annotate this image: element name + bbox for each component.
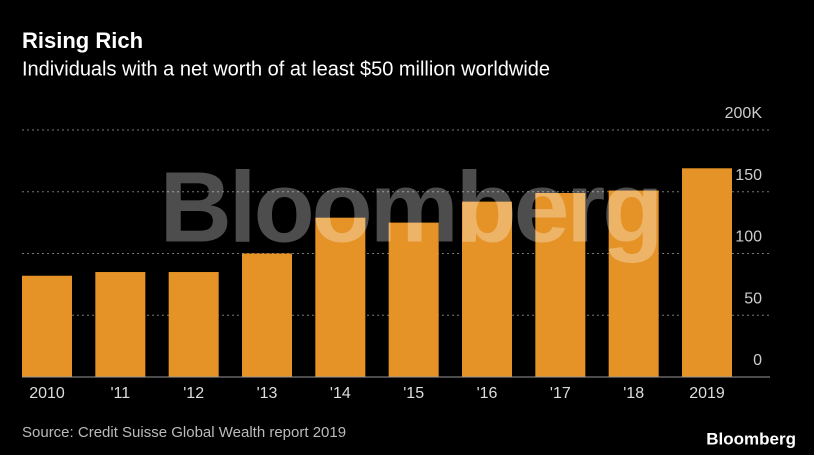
bar xyxy=(95,272,146,377)
y-tick-label: 100 xyxy=(735,229,762,246)
x-tick-label: '11 xyxy=(110,385,130,402)
bar xyxy=(608,190,659,377)
y-tick-label: 150 xyxy=(735,167,762,184)
watermark: Bloomberg xyxy=(160,151,661,263)
bar xyxy=(682,168,732,377)
bar xyxy=(242,253,292,377)
x-tick-label: '15 xyxy=(403,385,424,402)
x-tick-label: '18 xyxy=(623,385,644,402)
x-tick-label: 2019 xyxy=(689,385,725,402)
y-tick-label: 0 xyxy=(753,352,762,369)
logo: Bloomberg xyxy=(706,429,796,448)
y-tick-label: 200K xyxy=(725,105,763,122)
x-tick-label: '14 xyxy=(330,385,351,402)
bar xyxy=(168,272,219,377)
x-tick-label: 2010 xyxy=(29,385,65,402)
y-tick-label: 50 xyxy=(744,290,762,307)
bar xyxy=(535,192,586,377)
source: Source: Credit Suisse Global Wealth repo… xyxy=(22,424,346,441)
bar xyxy=(462,201,512,377)
bar xyxy=(22,275,72,377)
chart-title: Rising Rich xyxy=(22,28,143,53)
x-tick-label: '17 xyxy=(550,385,571,402)
bar xyxy=(388,222,439,377)
x-tick-label: '16 xyxy=(477,385,498,402)
x-tick-label: '13 xyxy=(257,385,278,402)
chart-subtitle: Individuals with a net worth of at least… xyxy=(22,58,550,80)
bar xyxy=(315,217,366,377)
x-tick-label: '12 xyxy=(183,385,204,402)
